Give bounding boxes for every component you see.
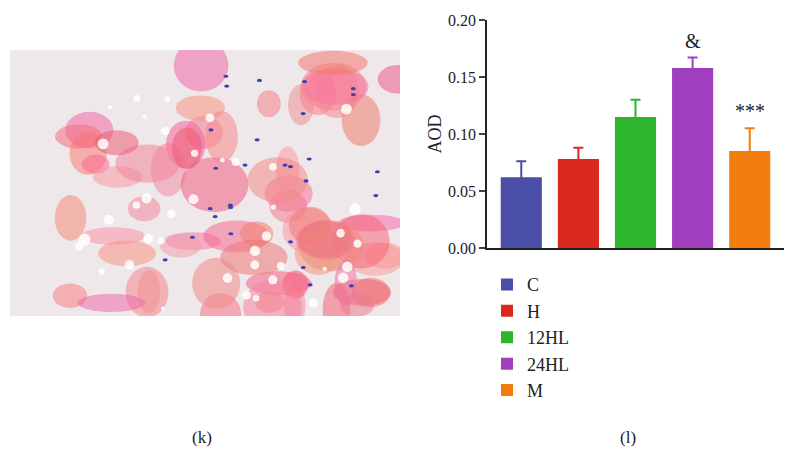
- svg-text:M: M: [527, 381, 543, 401]
- svg-text:H: H: [527, 302, 540, 322]
- svg-text:AOD: AOD: [425, 115, 445, 154]
- svg-text:***: ***: [735, 100, 765, 122]
- svg-text:0.00: 0.00: [448, 240, 476, 257]
- svg-text:0.15: 0.15: [448, 69, 476, 86]
- html-text:(k): (k): [192, 428, 212, 447]
- svg-text:&: &: [685, 30, 701, 52]
- svg-text:0.20: 0.20: [448, 12, 476, 29]
- svg-text:12HL: 12HL: [527, 328, 569, 348]
- svg-text:24HL: 24HL: [527, 355, 569, 375]
- svg-text:0.05: 0.05: [448, 183, 476, 200]
- svg-text:0.10: 0.10: [448, 126, 476, 143]
- svg-text:C: C: [527, 275, 539, 295]
- html-text:(l): (l): [620, 428, 636, 447]
